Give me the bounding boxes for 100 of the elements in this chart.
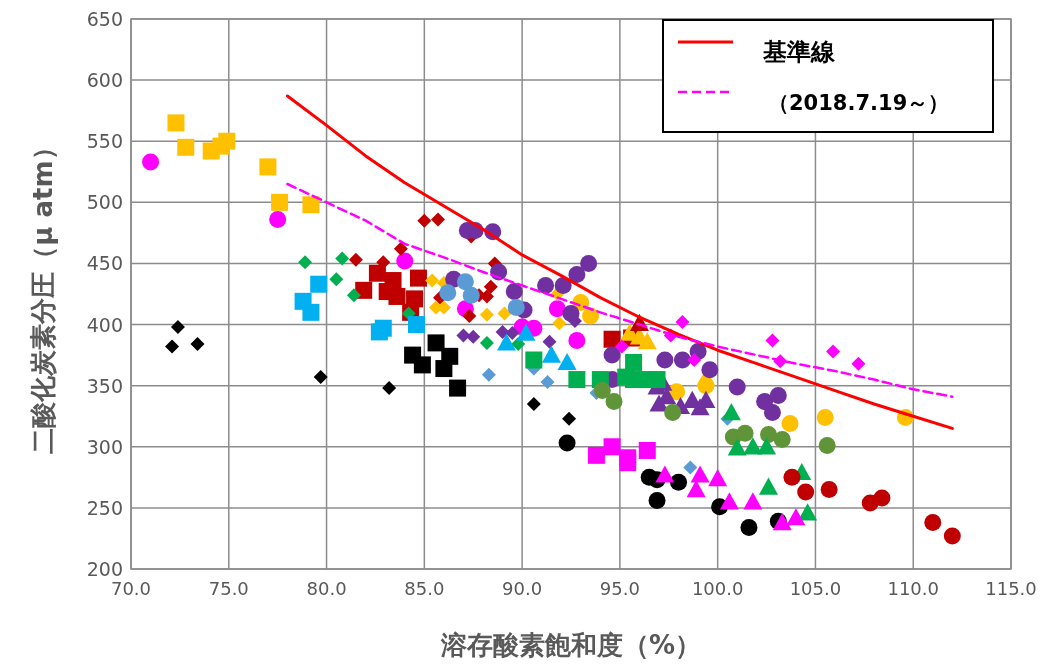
point bbox=[673, 351, 691, 369]
point bbox=[526, 397, 541, 411]
x-tick-label: 105.0 bbox=[789, 578, 842, 599]
point bbox=[816, 408, 834, 426]
point bbox=[368, 264, 386, 282]
x-tick-label: 85.0 bbox=[404, 578, 445, 599]
point bbox=[568, 265, 586, 283]
point bbox=[177, 138, 195, 156]
point bbox=[346, 288, 361, 303]
point bbox=[479, 307, 494, 322]
point bbox=[302, 196, 320, 214]
x-tick-label: 75.0 bbox=[208, 578, 249, 599]
point bbox=[736, 424, 754, 442]
point bbox=[603, 346, 621, 364]
x-tick-label: 95.0 bbox=[599, 578, 640, 599]
point bbox=[562, 411, 577, 426]
point bbox=[435, 360, 453, 378]
point bbox=[818, 437, 836, 455]
point bbox=[765, 333, 780, 348]
point bbox=[743, 492, 763, 510]
point bbox=[348, 252, 363, 267]
point bbox=[505, 283, 523, 301]
point bbox=[664, 404, 682, 422]
point bbox=[269, 210, 287, 228]
y-tick-label: 200 bbox=[86, 558, 123, 580]
point bbox=[374, 319, 392, 337]
point bbox=[614, 339, 629, 354]
point bbox=[798, 503, 818, 521]
point bbox=[557, 352, 577, 371]
point bbox=[740, 518, 758, 536]
point bbox=[456, 328, 471, 343]
point bbox=[781, 415, 799, 433]
point bbox=[638, 441, 656, 459]
point bbox=[683, 460, 698, 475]
point bbox=[820, 481, 838, 499]
point bbox=[456, 273, 474, 291]
point bbox=[690, 465, 710, 483]
y-tick-label: 300 bbox=[86, 435, 123, 458]
point bbox=[190, 337, 205, 352]
y-tick-label: 600 bbox=[86, 69, 123, 92]
point bbox=[593, 382, 611, 400]
point bbox=[656, 351, 674, 369]
point bbox=[648, 371, 666, 389]
point bbox=[496, 333, 516, 351]
point bbox=[548, 300, 566, 318]
y-tick-label: 250 bbox=[86, 496, 123, 519]
point bbox=[541, 345, 561, 363]
point bbox=[619, 454, 637, 472]
point bbox=[462, 309, 477, 323]
point bbox=[772, 513, 792, 531]
point bbox=[170, 320, 185, 334]
point bbox=[505, 326, 520, 341]
x-tick-label: 100.0 bbox=[691, 578, 744, 599]
point bbox=[413, 356, 431, 374]
point bbox=[329, 272, 344, 287]
point bbox=[540, 375, 555, 389]
x-tick-label: 115.0 bbox=[985, 578, 1037, 599]
x-tick-label: 70.0 bbox=[110, 578, 152, 599]
point bbox=[648, 492, 666, 510]
y-tick-label: 550 bbox=[86, 130, 123, 153]
point bbox=[721, 403, 741, 421]
point bbox=[773, 430, 791, 448]
point bbox=[537, 276, 555, 294]
y-tick-label: 350 bbox=[86, 374, 123, 397]
point bbox=[587, 446, 605, 464]
point bbox=[759, 477, 779, 495]
point bbox=[826, 344, 841, 359]
point bbox=[924, 514, 942, 532]
point bbox=[483, 279, 498, 294]
point bbox=[728, 378, 746, 396]
point bbox=[302, 303, 320, 321]
point bbox=[769, 386, 787, 404]
y-tick-label: 450 bbox=[86, 252, 123, 275]
x-tick-label: 90.0 bbox=[502, 578, 543, 599]
point bbox=[449, 379, 467, 397]
point bbox=[393, 241, 408, 256]
point bbox=[580, 254, 598, 272]
point bbox=[497, 306, 512, 321]
point bbox=[625, 353, 643, 371]
point bbox=[757, 437, 777, 455]
point bbox=[568, 371, 586, 389]
point bbox=[481, 367, 496, 382]
point bbox=[466, 329, 481, 344]
point bbox=[786, 508, 806, 526]
point bbox=[655, 465, 675, 483]
point bbox=[542, 334, 557, 349]
point bbox=[335, 251, 350, 266]
point bbox=[719, 492, 739, 510]
point bbox=[167, 114, 185, 132]
point bbox=[313, 370, 328, 385]
point bbox=[525, 351, 543, 369]
point bbox=[687, 353, 702, 367]
x-tick-label: 80.0 bbox=[306, 578, 347, 599]
point bbox=[165, 339, 180, 354]
point bbox=[382, 381, 397, 396]
point bbox=[637, 332, 657, 350]
point bbox=[408, 316, 426, 334]
x-axis-title: 溶存酸素飽和度（%） bbox=[439, 630, 702, 660]
point bbox=[462, 286, 480, 304]
point bbox=[409, 269, 427, 287]
